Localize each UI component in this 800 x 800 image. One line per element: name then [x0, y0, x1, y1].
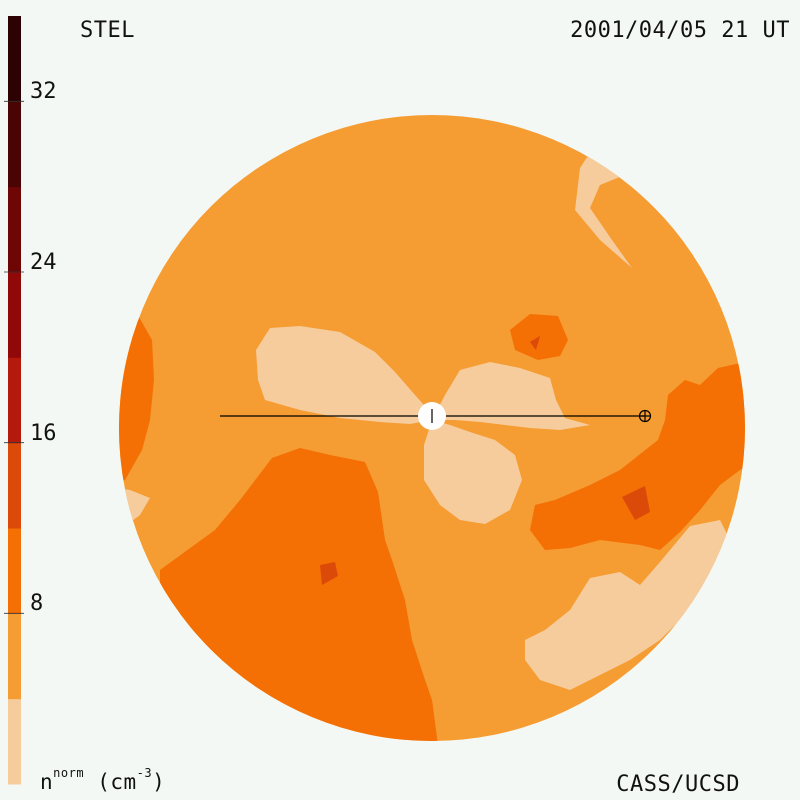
colorbar-tick-label: 16 [30, 420, 57, 446]
colorbar-tick-label: 32 [30, 79, 57, 105]
instrument-name: STEL [80, 18, 135, 43]
contour-lower-right-arm [525, 520, 730, 690]
colorbar-tick-label: 8 [30, 591, 44, 617]
colorbar-tick-label: 24 [30, 250, 57, 275]
contour-left-edge [119, 300, 154, 490]
observation-timestamp: 2001/04/05 21 UT [570, 18, 790, 43]
colorbar-band-3 [8, 442, 21, 529]
colorbar [8, 16, 21, 785]
colorbar-band-5 [8, 272, 21, 358]
colorbar-band-1 [8, 613, 21, 700]
colorbar-band-4 [8, 357, 21, 444]
colorbar-band-6 [8, 186, 21, 273]
colorbar-band-0 [8, 698, 21, 785]
colorbar-ticks [4, 100, 24, 614]
contour-center-lobe-left [256, 326, 432, 424]
contour-lower-left-spot [320, 562, 338, 585]
colorbar-band-8 [8, 16, 21, 102]
credit-label: CASS/UCSD [616, 772, 740, 797]
contour-center-lobe-right [432, 362, 590, 430]
contour-right-region [530, 360, 745, 550]
contour-right-spot [622, 486, 650, 520]
density-disc [119, 115, 745, 741]
contour-upper-right-spot [530, 336, 540, 350]
colorbar-band-7 [8, 101, 21, 188]
colorbar-unit-label: nnorm (cm-3) [40, 766, 166, 794]
earth-marker [638, 409, 652, 423]
colorbar-band-2 [8, 528, 21, 614]
contour-center-lobe-lower [424, 420, 522, 524]
